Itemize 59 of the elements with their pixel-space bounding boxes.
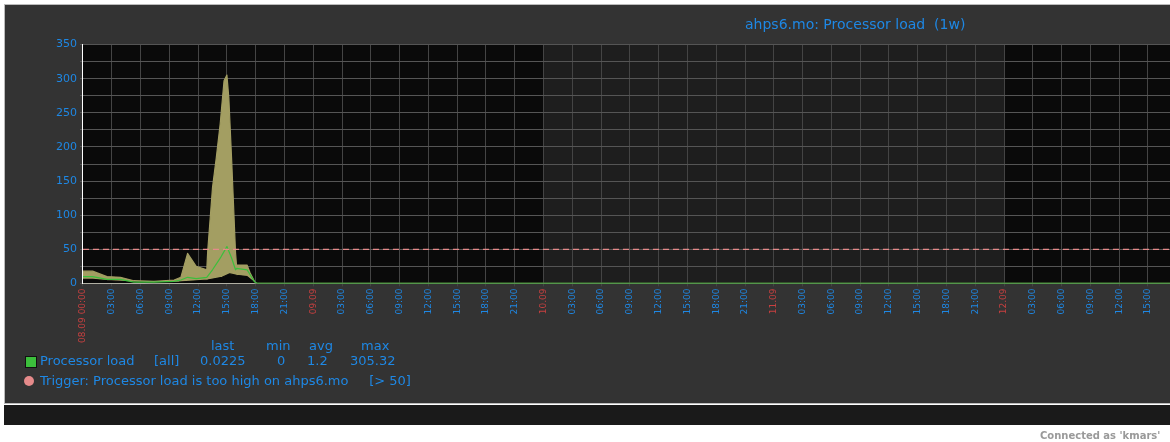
x-tick-label: 03:00 [336, 288, 347, 315]
y-tick-label: 200 [56, 139, 77, 153]
x-tick-label: 09:00 [163, 288, 174, 315]
x-tick-label: 18:00 [710, 288, 721, 315]
text: last [211, 338, 235, 353]
legend-label: Processor load [40, 353, 135, 368]
x-tick-label: 09:00 [854, 288, 865, 315]
x-tick-label: 18:00 [480, 288, 491, 315]
text: Connected as 'kmars' [1040, 430, 1161, 441]
x-tick-label: 15:00 [221, 288, 232, 315]
x-tick-label: 12:00 [653, 288, 663, 315]
x-tick-label: 03:00 [1027, 288, 1038, 315]
x-tick-label: 12:00 [883, 288, 894, 315]
x-tick-label: 09:00 [624, 288, 635, 315]
text: 0 [277, 353, 286, 368]
x-tick-label: 06:00 [595, 288, 606, 315]
x-tick-label: 15:00 [1142, 288, 1153, 315]
text: 1.2 [307, 353, 328, 368]
x-tick-label: 06:00 [365, 288, 376, 315]
y-tick-label: 50 [63, 242, 77, 256]
legend-label: Trigger: Processor load is too high on ahps6.mo [> 50] [40, 373, 411, 388]
x-tick-label: 03:00 [106, 288, 117, 315]
text: [all] [154, 353, 180, 368]
text: avg [309, 338, 333, 353]
y-tick-label: 150 [56, 173, 77, 187]
x-tick-label: 10.09 [537, 288, 548, 315]
x-tick-label: 15:00 [451, 288, 462, 315]
x-tick-label: 12:00 [1113, 288, 1124, 315]
x-tick-label: 06:00 [1055, 288, 1066, 315]
chart-title: ahps6.mo: Processor load (1w) [745, 16, 966, 32]
x-tick-label: 12.09 [998, 288, 1009, 315]
x-tick-label: 06:00 [825, 288, 836, 315]
x-tick-label: 15:00 [681, 288, 692, 315]
text: 0.0225 [200, 353, 246, 368]
x-tick-label: 03:00 [566, 288, 577, 315]
x-tick-label: 06:00 [134, 288, 145, 315]
x-tick-label: 12:00 [422, 288, 433, 315]
text: max [361, 338, 390, 353]
x-tick-label: 09:00 [1084, 288, 1095, 315]
x-tick-label: 12:00 [192, 288, 203, 315]
y-tick-label: 250 [56, 105, 77, 119]
text: 305.32 [350, 353, 396, 368]
x-tick-label: 09:00 [393, 288, 404, 315]
y-tick-label: 300 [56, 71, 77, 85]
x-tick-label: 18:00 [940, 288, 951, 315]
x-tick-label: 15:00 [912, 288, 923, 315]
x-tick-label: 21:00 [509, 288, 520, 315]
x-tick-label: 11.09 [768, 288, 779, 315]
text: min [266, 338, 291, 353]
x-tick-label: 21:00 [739, 288, 750, 315]
y-tick-label: 100 [56, 208, 77, 222]
x-tick-label: 18:00 [250, 288, 261, 315]
y-tick-label: 350 [56, 37, 77, 51]
x-tick-label: 21:00 [969, 288, 980, 315]
x-tick-label: 03:00 [796, 288, 807, 315]
x-tick-label: 08.09 00:00 [77, 288, 88, 343]
y-tick-label: 0 [70, 276, 77, 290]
x-tick-label: 09.09 [307, 288, 318, 315]
x-tick-label: 21:00 [278, 288, 289, 315]
